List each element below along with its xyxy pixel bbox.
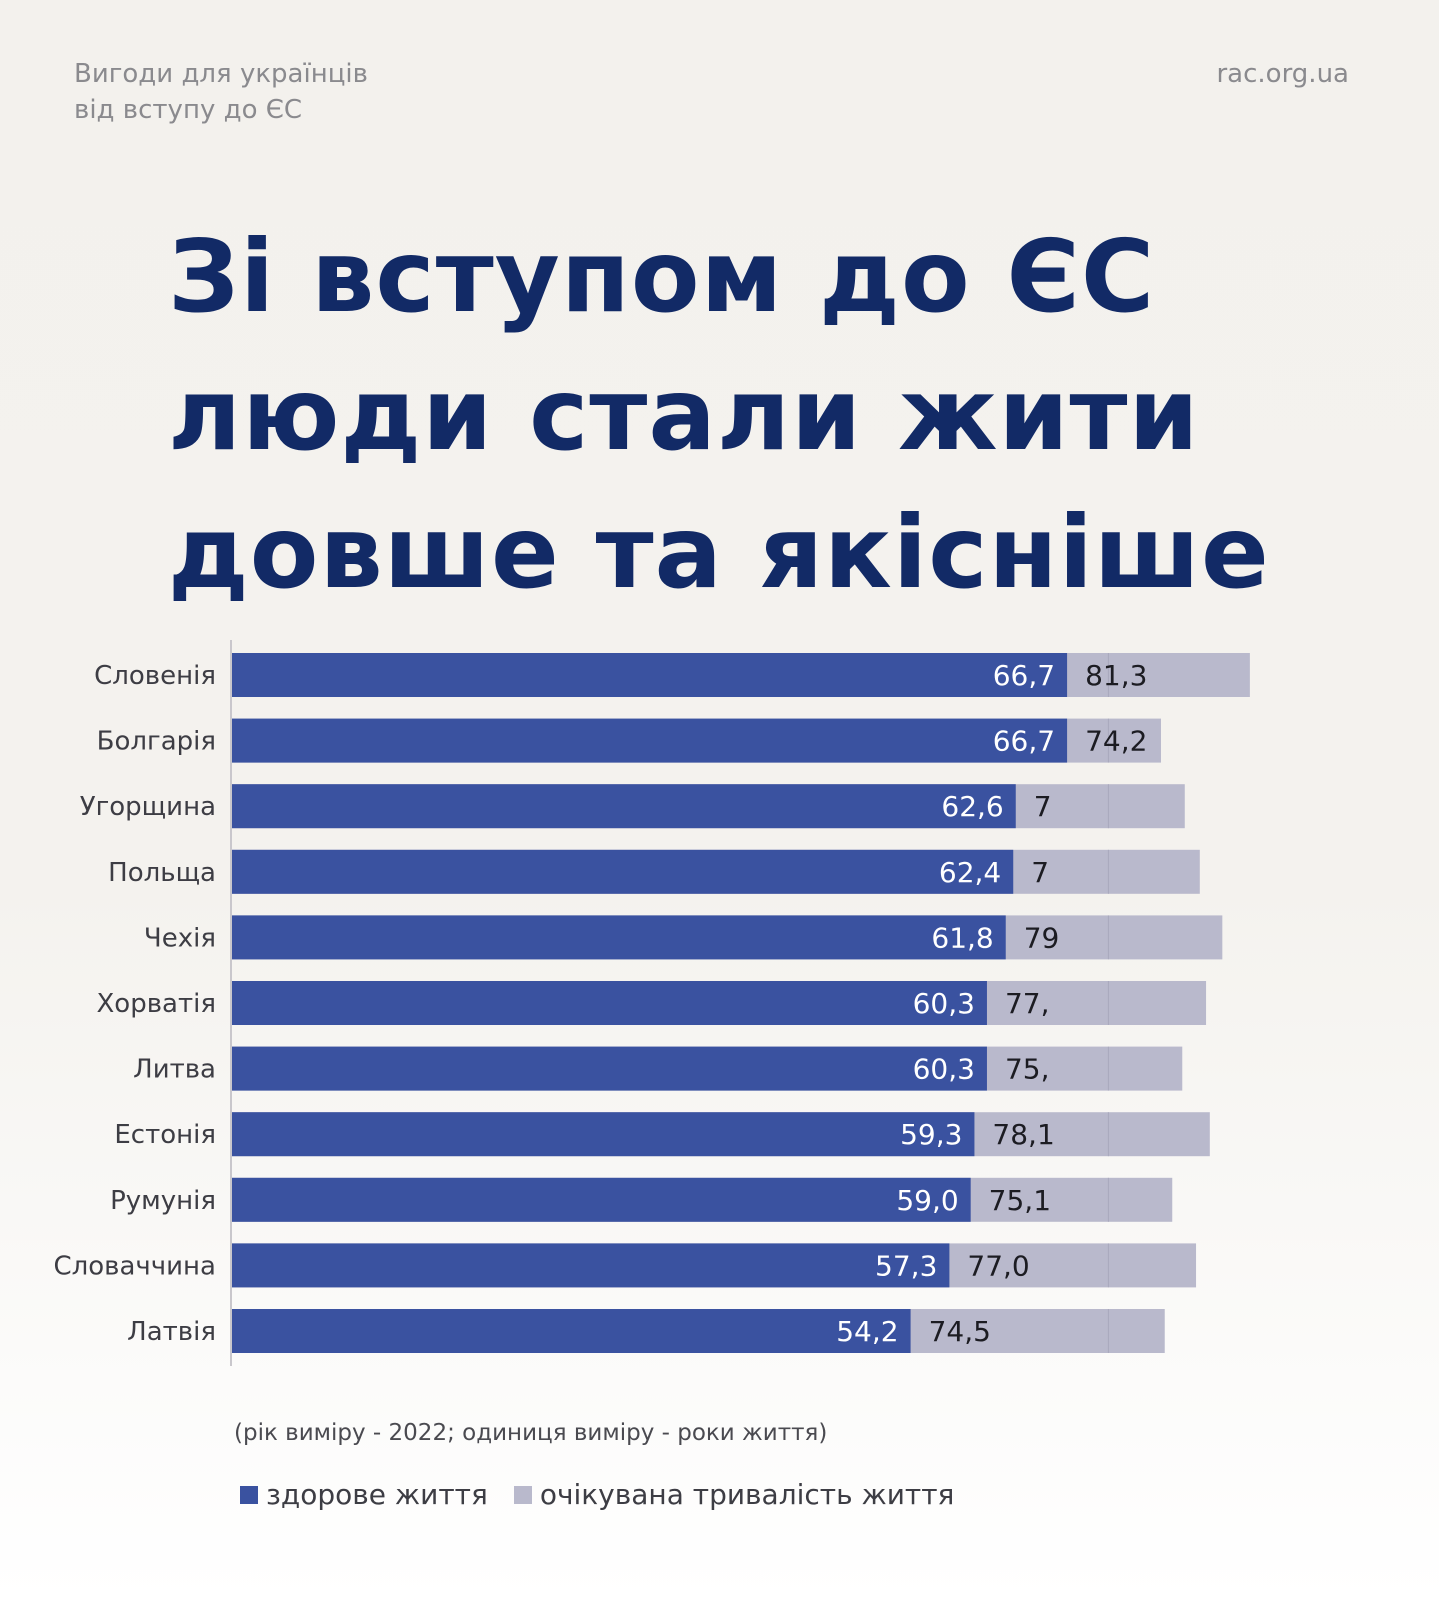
life-expectancy-chart: 66,7 81,3 Словенія 66,7 74,2 Болгарія 62,6 7 Уго… [54,640,1250,1366]
bar-healthy [232,1309,911,1353]
category-label: Угорщина [80,792,216,822]
bar-healthy [232,849,1014,894]
data-label-expected: 77, [1005,987,1050,1020]
data-label-healthy: 66,7 [993,725,1055,758]
data-label-healthy: 59,3 [900,1118,962,1151]
bar-healthy [232,784,1016,829]
header-subtitle: Вигоди для українців від вступу до ЄС [74,56,368,128]
category-label: Румунія [110,1186,216,1216]
bar-healthy [232,1112,975,1157]
chart-legend: здорове життя очікувана тривалість життя [240,1478,954,1511]
bar-healthy [232,718,1068,763]
legend-label-healthy: здорове життя [266,1478,488,1511]
chart-note: (рік виміру - 2022; одиниця виміру - рок… [234,1420,828,1446]
category-label: Литва [133,1055,216,1085]
data-label-healthy: 61,8 [931,921,993,954]
bar-healthy [232,1177,971,1222]
header-subtitle-line2: від вступу до ЄС [74,95,303,125]
category-label: Словенія [94,661,216,691]
bar-healthy [232,653,1068,697]
title-line2: люди стали жити [168,356,1200,473]
page-title: Зі вступом до ЄС люди стали жити довше т… [168,208,1388,622]
legend-swatch-healthy [240,1485,258,1504]
data-label-expected: 7 [1034,790,1052,823]
bar-healthy [232,915,1006,960]
category-label: Латвія [127,1317,216,1347]
data-label-healthy: 57,3 [875,1249,937,1282]
legend-label-expected: очікувана тривалість життя [539,1478,955,1511]
category-label: Естонія [114,1120,216,1150]
bar-healthy [232,1243,950,1288]
data-label-healthy: 62,4 [939,856,1001,889]
data-label-healthy: 54,2 [836,1315,898,1348]
legend-item-expected: очікувана тривалість життя [513,1478,955,1511]
data-label-healthy: 60,3 [913,987,975,1020]
legend-swatch-expected [513,1485,532,1504]
legend-item-healthy: здорове життя [240,1478,488,1511]
data-label-expected: 74,5 [929,1315,991,1348]
category-label: Польща [108,858,216,888]
category-label: Словаччина [54,1251,217,1281]
data-label-healthy: 66,7 [993,659,1055,692]
data-label-expected: 74,2 [1085,725,1147,758]
title-line1: Зі вступом до ЄС [168,218,1156,335]
data-label-healthy: 62,6 [941,790,1003,823]
data-label-expected: 79 [1024,921,1060,954]
category-label: Болгарія [97,727,216,757]
site-link[interactable]: rac.org.ua [1216,59,1349,89]
data-label-expected: 75, [1005,1053,1050,1086]
data-label-expected: 7 [1031,856,1049,889]
data-label-healthy: 59,0 [896,1184,958,1217]
data-label-expected: 81,3 [1085,659,1147,692]
data-label-expected: 78,1 [992,1118,1054,1151]
data-label-expected: 77,0 [967,1249,1029,1282]
category-label: Хорватія [97,989,217,1019]
bar-healthy [232,1046,987,1091]
header-subtitle-line1: Вигоди для українців [74,59,368,89]
title-line3: довше та якісніше [168,494,1270,611]
data-label-healthy: 60,3 [913,1053,975,1086]
category-label: Чехія [144,923,216,953]
bar-healthy [232,981,987,1025]
data-label-expected: 75,1 [989,1184,1051,1217]
